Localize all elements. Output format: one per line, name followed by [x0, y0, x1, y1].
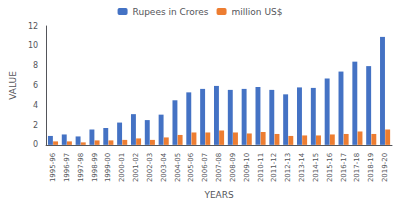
svg-text:2000-01: 2000-01	[118, 153, 126, 182]
svg-text:1998-99: 1998-99	[91, 153, 99, 182]
svg-text:2002-03: 2002-03	[146, 153, 154, 182]
svg-text:2014-15: 2014-15	[312, 153, 320, 182]
svg-text:VALUE: VALUE	[8, 71, 18, 100]
svg-text:1999-00: 1999-00	[104, 153, 112, 182]
svg-text:2004-05: 2004-05	[174, 153, 182, 182]
svg-text:Rupees in Crores: Rupees in Crores	[133, 7, 209, 17]
svg-text:2009-10: 2009-10	[243, 153, 251, 182]
svg-text:2007-08: 2007-08	[215, 153, 223, 182]
svg-text:2013-14: 2013-14	[298, 152, 306, 182]
svg-text:12: 12	[28, 22, 38, 31]
svg-text:2019-20: 2019-20	[381, 153, 389, 182]
svg-text:1996-97: 1996-97	[63, 153, 71, 182]
svg-text:2001-02: 2001-02	[132, 153, 140, 182]
svg-text:2017-18: 2017-18	[353, 153, 361, 182]
svg-text:6: 6	[33, 81, 38, 90]
svg-text:4: 4	[33, 101, 38, 110]
svg-text:2015-16: 2015-16	[326, 152, 334, 182]
svg-text:2005-06: 2005-06	[187, 152, 195, 182]
svg-text:0: 0	[33, 140, 38, 149]
svg-text:1995-96: 1995-96	[49, 152, 57, 182]
svg-text:8: 8	[33, 61, 38, 70]
svg-text:2003-04: 2003-04	[160, 152, 168, 182]
svg-text:2012-13: 2012-13	[284, 153, 292, 182]
svg-text:2016-17: 2016-17	[340, 153, 348, 182]
svg-text:1997-98: 1997-98	[77, 153, 85, 182]
svg-text:10: 10	[28, 41, 38, 50]
svg-text:2008-09: 2008-09	[229, 153, 237, 182]
svg-text:2: 2	[33, 121, 38, 130]
svg-text:million US$: million US$	[232, 7, 283, 17]
svg-text:2010-11: 2010-11	[257, 153, 265, 182]
svg-text:2011-12: 2011-12	[270, 153, 278, 182]
svg-text:YEARS: YEARS	[203, 190, 234, 200]
svg-text:2018-19: 2018-19	[367, 153, 375, 182]
svg-text:2006-07: 2006-07	[201, 153, 209, 182]
